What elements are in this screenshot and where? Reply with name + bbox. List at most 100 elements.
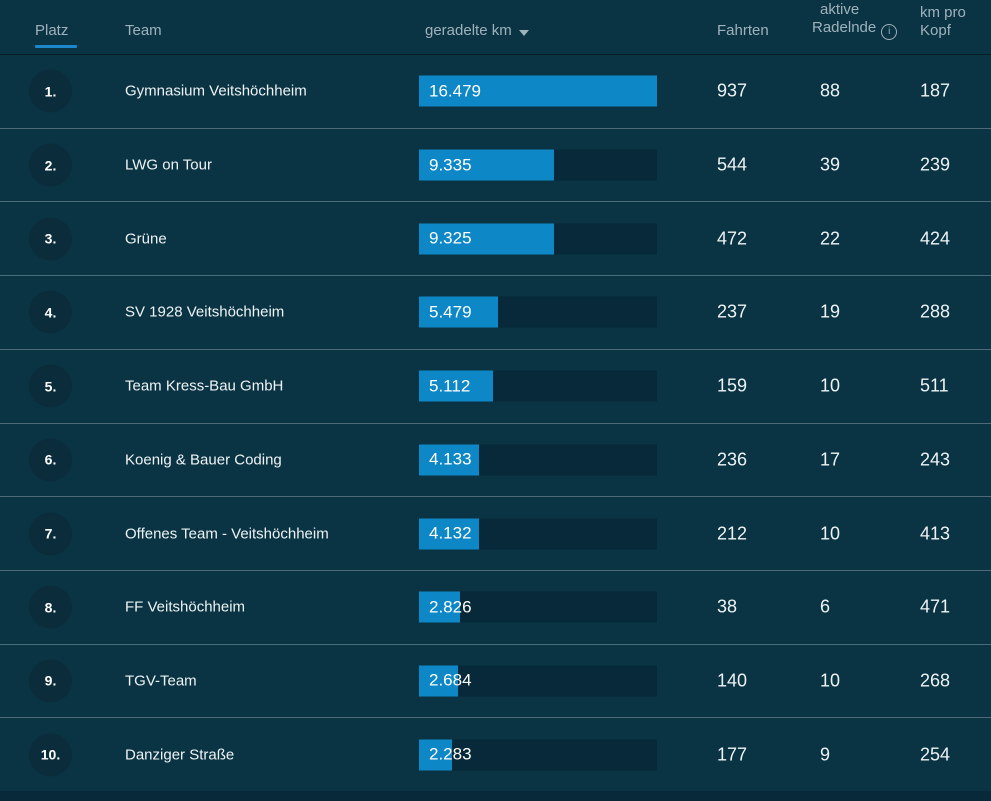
km-bar: 2.283	[419, 739, 657, 771]
aktive-radelnde-value: 88	[820, 80, 841, 101]
table-row[interactable]: 1. Gymnasium Veitshöchheim 16.479 937 88…	[0, 55, 991, 128]
km-bar-fill	[419, 223, 554, 255]
team-name: Gymnasium Veitshöchheim	[125, 82, 307, 100]
km-bar-fill	[419, 75, 657, 107]
fahrten-value: 544	[717, 154, 748, 175]
team-name: Danziger Straße	[125, 746, 235, 764]
team-name: Team Kress-Bau GmbH	[125, 377, 284, 395]
header-kmkopf-line2: Kopf	[920, 22, 951, 39]
active-sort-underline	[35, 45, 77, 48]
fahrten-value: 472	[717, 228, 748, 249]
km-value: 4.132	[429, 523, 472, 543]
header-platz[interactable]: Platz	[35, 22, 77, 48]
aktive-radelnde-value: 10	[820, 375, 841, 396]
km-value: 5.479	[429, 302, 472, 322]
fahrten-value: 140	[717, 670, 748, 691]
header-kmkopf-line1: km pro	[920, 4, 966, 21]
table-row[interactable]: 6. Koenig & Bauer Coding 4.133 236 17 24…	[0, 422, 991, 497]
km-value: 9.335	[429, 155, 472, 175]
km-value: 2.684	[429, 670, 472, 690]
km-pro-kopf-value: 239	[920, 154, 951, 175]
aktive-radelnde-value: 39	[820, 154, 841, 175]
header-team[interactable]: Team	[125, 22, 162, 40]
table-row[interactable]: 9. TGV-Team 2.684 140 10 268	[0, 643, 991, 718]
table-row[interactable]: 5. Team Kress-Bau GmbH 5.112 159 10 511	[0, 348, 991, 423]
header-km-label: geradelte km	[425, 22, 512, 39]
fahrten-value: 212	[717, 523, 748, 544]
fahrten-value: 937	[717, 80, 748, 101]
table-row[interactable]: 8. FF Veitshöchheim 2.826 38 6 471	[0, 569, 991, 644]
header-km-pro-kopf[interactable]: km pro Kopf	[920, 4, 966, 40]
km-value: 16.479	[429, 81, 481, 101]
km-pro-kopf-value: 254	[920, 744, 951, 765]
header-fahrten[interactable]: Fahrten	[717, 22, 769, 40]
table-row[interactable]: 3. Grüne 9.325 472 22 424	[0, 201, 991, 275]
table-row[interactable]: 2. LWG on Tour 9.335 544 39 239	[0, 127, 991, 202]
fahrten-value: 38	[717, 596, 738, 617]
km-pro-kopf-value: 243	[920, 449, 951, 470]
km-bar: 2.684	[419, 665, 657, 697]
km-value: 2.826	[429, 597, 472, 617]
rank-badge: 6.	[29, 438, 72, 482]
km-value: 5.112	[429, 376, 471, 396]
km-bar: 9.325	[419, 223, 657, 255]
rank-badge: 5.	[29, 364, 72, 408]
fahrten-value: 159	[717, 375, 748, 396]
header-aktive-radelnde[interactable]: aktive Radelnde i	[812, 1, 898, 40]
team-name: Koenig & Bauer Coding	[125, 451, 282, 469]
aktive-radelnde-value: 10	[820, 523, 841, 544]
rank-badge: 7.	[29, 512, 72, 556]
rank-badge: 9.	[29, 659, 72, 703]
table-row[interactable]: 7. Offenes Team - Veitshöchheim 4.132 21…	[0, 496, 991, 570]
km-pro-kopf-value: 471	[920, 596, 951, 617]
info-icon[interactable]: i	[881, 24, 898, 40]
km-bar-fill	[419, 665, 458, 697]
table-bottom-strip	[0, 791, 991, 801]
km-value: 4.133	[429, 449, 472, 469]
rank-badge: 2.	[29, 143, 72, 187]
rank-badge: 8.	[29, 585, 72, 629]
aktive-radelnde-value: 6	[820, 596, 831, 617]
km-value: 2.283	[429, 744, 472, 764]
header-aktive-line2: Radelnde	[812, 19, 877, 36]
team-name: SV 1928 Veitshöchheim	[125, 303, 285, 321]
table-header-row: Platz Team geradelte km Fahrten aktive R…	[0, 0, 991, 55]
km-bar-fill	[419, 296, 499, 328]
team-name: LWG on Tour	[125, 156, 212, 174]
km-bar: 5.112	[419, 370, 657, 402]
fahrten-value: 236	[717, 449, 748, 470]
table-row[interactable]: 10. Danziger Straße 2.283 177 9 254	[0, 717, 991, 791]
aktive-radelnde-value: 9	[820, 744, 831, 765]
table-row[interactable]: 4. SV 1928 Veitshöchheim 5.479 237 19 28…	[0, 275, 991, 349]
rank-badge: 1.	[29, 69, 72, 113]
km-bar: 9.335	[419, 149, 657, 181]
km-pro-kopf-value: 288	[920, 301, 951, 322]
aktive-radelnde-value: 17	[820, 449, 841, 470]
header-team-label: Team	[125, 22, 162, 39]
aktive-radelnde-value: 10	[820, 670, 841, 691]
aktive-radelnde-value: 19	[820, 301, 841, 322]
km-pro-kopf-value: 511	[920, 375, 949, 396]
km-pro-kopf-value: 424	[920, 228, 951, 249]
header-geradelte-km[interactable]: geradelte km	[425, 22, 529, 40]
km-bar-fill	[419, 518, 479, 550]
km-bar-fill	[419, 739, 452, 771]
km-bar-fill	[419, 149, 554, 181]
km-bar: 4.133	[419, 444, 657, 476]
km-bar-fill	[419, 370, 493, 402]
team-name: FF Veitshöchheim	[125, 598, 246, 616]
fahrten-value: 177	[717, 744, 748, 765]
header-fahrten-label: Fahrten	[717, 22, 769, 39]
km-value: 9.325	[429, 228, 472, 248]
leaderboard-rows: 1. Gymnasium Veitshöchheim 16.479 937 88…	[0, 55, 991, 791]
km-pro-kopf-value: 268	[920, 670, 951, 691]
fahrten-value: 237	[717, 301, 748, 322]
km-bar: 16.479	[419, 75, 657, 107]
rank-badge: 3.	[29, 217, 72, 261]
km-bar: 5.479	[419, 296, 657, 328]
km-bar-fill	[419, 444, 479, 476]
km-pro-kopf-value: 187	[920, 80, 951, 101]
rank-badge: 4.	[29, 290, 72, 334]
header-aktive-line1: aktive	[820, 1, 860, 18]
